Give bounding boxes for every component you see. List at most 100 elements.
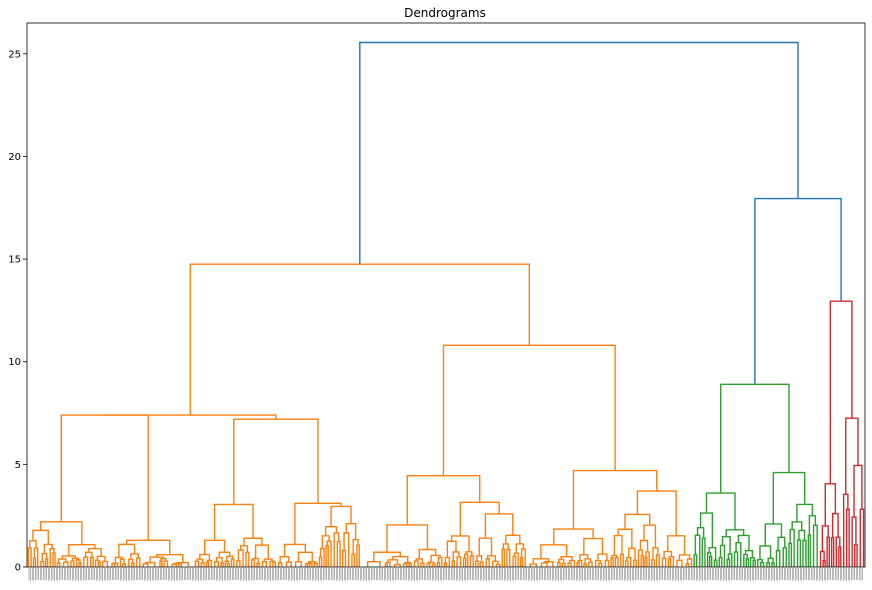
dendrogram-link (44, 558, 49, 567)
dendrogram-link (705, 492, 736, 530)
dendrogram-link (733, 551, 739, 567)
dendrogram-link (237, 549, 244, 567)
dendrogram-link (624, 513, 651, 530)
dendrogram-link (686, 558, 693, 567)
dendrogram-link (611, 554, 618, 558)
dendrogram-link (598, 562, 603, 567)
dendrogram-link (285, 561, 292, 567)
dendrogram-link (501, 548, 506, 567)
dendrogram-link (104, 414, 277, 420)
dendrogram-link (583, 537, 604, 555)
dendrogram-link (294, 561, 302, 567)
dendrogram-link (628, 547, 636, 561)
dendrogram-link (359, 41, 799, 265)
y-tick-label: 15 (8, 255, 21, 266)
dendrogram-link (240, 545, 249, 553)
dendrogram-link (854, 543, 858, 567)
dendrogram-link (696, 527, 705, 539)
dendrogram-link (543, 561, 554, 567)
dendrogram-link (84, 551, 93, 558)
dendrogram-link (431, 563, 436, 567)
dendrogram-link (485, 558, 490, 567)
dendrogram-link (436, 562, 441, 567)
dendrogram-link (406, 474, 481, 525)
chart-title: Dendrograms (404, 6, 486, 20)
dendrogram-link (443, 562, 448, 567)
dendrogram-link (313, 562, 318, 567)
dendrogram-link (469, 555, 474, 567)
dendrogram-link (506, 548, 511, 567)
dendrogram-link (402, 563, 408, 567)
dendrogram-link (685, 563, 690, 567)
dendrogram-link (766, 562, 771, 567)
y-tick-label: 5 (15, 460, 21, 471)
dendrogram-link (304, 563, 309, 567)
dendrogram-link (720, 383, 790, 494)
dendrogram-link (830, 537, 835, 567)
dendrogram-link (651, 559, 655, 567)
dendrogram-link (189, 263, 530, 416)
dendrogram-link (176, 561, 189, 567)
dendrogram-link (426, 562, 431, 567)
dendrogram-link (442, 344, 616, 476)
dendrogram-link (845, 508, 850, 567)
dendrogram-link (718, 557, 723, 567)
dendrogram-link (356, 544, 360, 567)
dendrogram-link (385, 561, 391, 567)
dendrogram-link (96, 555, 106, 562)
dendrogram-link (644, 556, 648, 567)
dendrogram-link (667, 558, 672, 567)
dendrogram-link (824, 483, 837, 526)
dendrogram-link (71, 557, 80, 562)
dendrogram-link (859, 508, 865, 567)
dendrogram-link (83, 556, 89, 567)
dendrogram-link (39, 521, 83, 545)
dendrogram-link (604, 559, 610, 567)
dendrogram-link (812, 524, 818, 567)
dendrogram-link (308, 563, 313, 567)
dendrogram-link (584, 558, 592, 564)
dendrogram-link (475, 560, 479, 567)
dendrogram-link (661, 557, 667, 567)
dendrogram-link (128, 558, 134, 567)
dendrogram-link (130, 553, 139, 560)
dendrogram-link (759, 561, 765, 567)
dendrogram-link (283, 543, 307, 557)
dendrogram-link (112, 562, 119, 567)
dendrogram-link (29, 540, 37, 549)
dendrogram-link (556, 561, 561, 567)
dendrogram-link (305, 562, 312, 565)
dendrogram-link (614, 557, 619, 567)
dendrogram-link (479, 561, 484, 567)
dendrogram-link (142, 563, 149, 567)
dendrogram-link (777, 536, 786, 551)
dendrogram-link (341, 549, 347, 567)
dendrogram-link (576, 562, 580, 567)
dendrogram-link (701, 537, 706, 567)
dendrogram-link (194, 560, 200, 567)
dendrogram-link (236, 560, 241, 567)
dendrogram-link (68, 543, 96, 556)
dendrogram-link (668, 556, 675, 567)
dendrogram-link (326, 540, 332, 567)
dendrogram-link (78, 562, 82, 567)
dendrogram-link (336, 540, 341, 567)
dendrogram-link (97, 561, 101, 567)
dendrogram-link (567, 562, 572, 567)
dendrogram-link (699, 512, 714, 548)
dendrogram-link (838, 546, 842, 567)
dendrogram-link (420, 562, 425, 567)
dendrogram-link (583, 563, 587, 567)
dendrogram-link (835, 536, 841, 567)
dendrogram-link (636, 490, 677, 536)
dendrogram-link (515, 543, 525, 554)
dendrogram-link (519, 557, 524, 567)
dendrogram-link (392, 556, 409, 563)
dendrogram-link (558, 558, 565, 564)
dendrogram-link (807, 534, 812, 567)
dendrogram-link (676, 559, 683, 567)
dendrogram-link (462, 557, 467, 567)
dendrogram-link (639, 539, 649, 552)
dendrogram-link (450, 535, 470, 552)
y-tick-label: 25 (8, 49, 21, 60)
